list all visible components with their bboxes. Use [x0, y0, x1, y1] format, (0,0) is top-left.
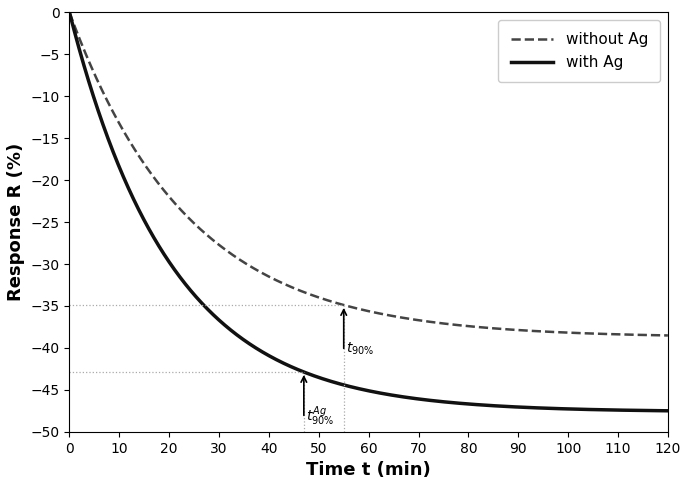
without Ag: [647, 332, 655, 338]
Text: $t^{Ag}_{90\%}$: $t^{Ag}_{90\%}$: [306, 404, 335, 428]
with Ag: [646, 408, 654, 414]
without Ag: [664, 332, 672, 338]
Line: without Ag: without Ag: [69, 13, 668, 335]
Line: with Ag: with Ag: [69, 13, 668, 411]
without Ag: [356, 306, 365, 312]
Legend: without Ag, with Ag: without Ag, with Ag: [498, 20, 660, 82]
with Ag: [356, 386, 365, 392]
without Ag: [341, 302, 349, 308]
Y-axis label: Response R (%): Response R (%): [7, 143, 25, 301]
without Ag: [537, 329, 545, 334]
with Ag: [65, 10, 74, 16]
with Ag: [647, 408, 655, 414]
X-axis label: Time t (min): Time t (min): [306, 461, 431, 479]
with Ag: [664, 408, 672, 414]
with Ag: [96, 113, 104, 119]
with Ag: [537, 405, 545, 411]
Text: $t_{90\%}$: $t_{90\%}$: [346, 341, 375, 357]
without Ag: [646, 332, 654, 338]
without Ag: [65, 10, 74, 16]
without Ag: [96, 83, 104, 89]
with Ag: [341, 382, 349, 388]
